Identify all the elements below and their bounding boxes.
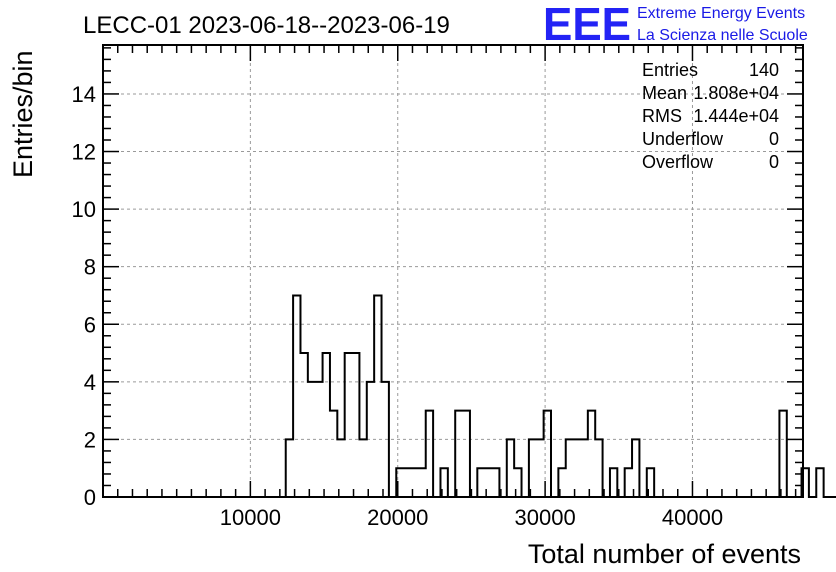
grid-lines: [103, 45, 803, 497]
stats-value: 0: [769, 152, 779, 172]
plot-frame: [102, 44, 804, 498]
y-tick-label: 2: [84, 427, 96, 452]
x-tick-label: 40000: [662, 505, 723, 530]
histogram-line: [123, 294, 836, 498]
x-tick-label: 30000: [515, 505, 576, 530]
axis-ticks: [102, 45, 803, 498]
x-tick-label: 10000: [220, 505, 281, 530]
x-axis-title: Total number of events: [528, 539, 801, 569]
eee-logo: EEE Extreme Energy Events La Scienza nel…: [543, 0, 808, 50]
stats-label: Underflow: [642, 129, 724, 149]
stats-box: Entries 140 Mean 1.808e+04 RMS 1.444e+04 Under…: [642, 60, 779, 172]
chart-title: LECC-01 2023-06-18--2023-06-19: [83, 12, 450, 39]
stats-label: Overflow: [642, 152, 714, 172]
y-tick-label: 0: [84, 485, 96, 510]
stats-value: 1.808e+04: [693, 83, 779, 103]
stats-label: Mean: [642, 83, 687, 103]
logo-line-1: Extreme Energy Events: [637, 5, 805, 22]
stats-label: Entries: [642, 60, 698, 80]
logo-letters: EEE: [543, 0, 631, 50]
stats-value: 0: [769, 129, 779, 149]
y-axis-title: Entries/bin: [8, 50, 38, 178]
stats-value: 140: [749, 60, 779, 80]
y-tick-label: 12: [72, 140, 96, 165]
stats-value: 1.444e+04: [693, 106, 779, 126]
logo-line-2: La Scienza nelle Scuole: [637, 27, 808, 44]
y-tick-label: 6: [84, 312, 96, 337]
y-tick-label: 4: [84, 370, 96, 395]
stats-label: RMS: [642, 106, 682, 126]
y-tick-label: 14: [72, 82, 96, 107]
x-tick-label: 20000: [367, 505, 428, 530]
y-tick-label: 10: [72, 197, 96, 222]
y-tick-label: 8: [84, 255, 96, 280]
axis-tick-labels: 10000 20000 30000 40000 0 2 4 6 8 10 12 14: [72, 82, 724, 530]
